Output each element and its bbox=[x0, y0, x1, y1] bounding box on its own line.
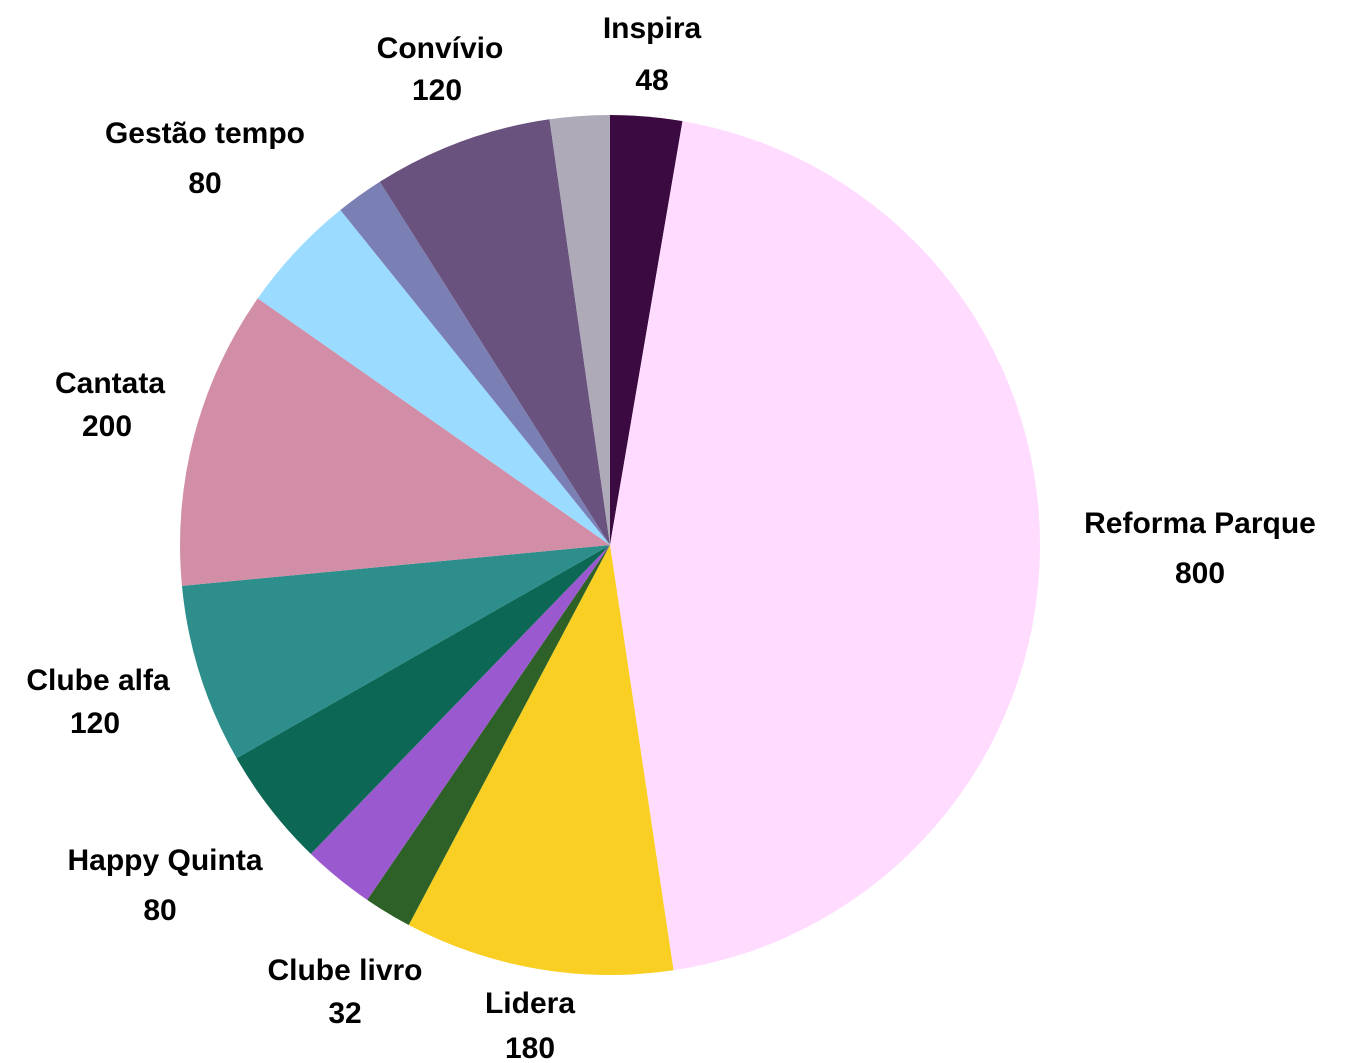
slice-label: Happy Quinta bbox=[67, 844, 262, 877]
pie-slice bbox=[181, 545, 610, 759]
pie-slice bbox=[310, 545, 610, 900]
value-label: 180 bbox=[505, 1032, 555, 1063]
value-label: 120 bbox=[412, 74, 462, 107]
value-label: 80 bbox=[188, 167, 221, 200]
value-label: 120 bbox=[70, 707, 120, 740]
pie-slice bbox=[236, 545, 610, 854]
value-label: 200 bbox=[82, 410, 132, 443]
value-label: 80 bbox=[143, 894, 176, 927]
pie-slice bbox=[610, 121, 1040, 971]
pie-slice bbox=[610, 115, 683, 545]
pie-slice bbox=[367, 545, 610, 925]
slice-label: Convívio bbox=[377, 32, 504, 65]
pie-slice bbox=[180, 298, 610, 586]
value-label: 48 bbox=[635, 64, 668, 97]
value-label: 800 bbox=[1175, 557, 1225, 590]
value-label: 32 bbox=[328, 997, 361, 1030]
slice-label: Lidera bbox=[485, 987, 575, 1020]
slice-label: Gestão tempo bbox=[105, 117, 305, 150]
pie-slice bbox=[549, 115, 610, 545]
slice-label: Clube livro bbox=[267, 954, 422, 987]
slice-label: Inspira bbox=[603, 12, 702, 45]
pie-slice bbox=[257, 210, 610, 546]
pie-slice bbox=[340, 181, 610, 545]
pie-slice bbox=[379, 119, 610, 545]
pie-slice bbox=[408, 545, 674, 976]
slice-label: Reforma Parque bbox=[1084, 507, 1316, 540]
slice-label: Clube alfa bbox=[26, 664, 170, 697]
slice-label: Cantata bbox=[55, 367, 165, 400]
